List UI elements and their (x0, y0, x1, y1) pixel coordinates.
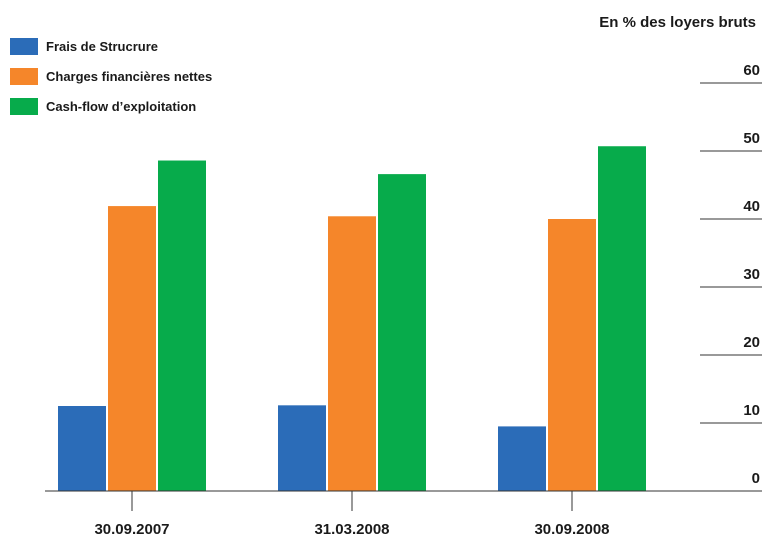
x-tick-label-1: 31.03.2008 (314, 521, 389, 538)
y-axis: 0 10 20 30 40 50 60 (700, 62, 762, 487)
x-tick-label-0: 30.09.2007 (94, 521, 169, 538)
legend-label-2: Cash-flow d’exploitation (46, 99, 196, 114)
legend-swatch-2 (10, 98, 38, 115)
y-tick-label-5: 50 (743, 130, 760, 147)
bar-2-0 (498, 426, 546, 491)
bar-1-0 (278, 405, 326, 491)
y-tick-label-2: 20 (743, 334, 760, 351)
legend-swatch-0 (10, 38, 38, 55)
bar-2-2 (598, 146, 646, 492)
y-tick-label-0: 0 (752, 470, 760, 487)
legend: Frais de Strucrure Charges financières ne… (10, 38, 212, 115)
bar-0-2 (158, 160, 206, 491)
bars (58, 146, 646, 492)
bar-1-1 (328, 216, 376, 491)
x-tick-label-2: 30.09.2008 (534, 521, 609, 538)
legend-swatch-1 (10, 68, 38, 85)
bar-0-0 (58, 406, 106, 491)
bar-0-1 (108, 206, 156, 491)
y-tick-label-1: 10 (743, 402, 760, 419)
bar-1-2 (378, 174, 426, 491)
bar-2-1 (548, 219, 596, 491)
y-tick-label-6: 60 (743, 62, 760, 79)
legend-label-1: Charges financières nettes (46, 69, 212, 84)
y-tick-label-4: 40 (743, 198, 760, 215)
legend-label-0: Frais de Strucrure (46, 39, 158, 54)
x-axis: 30.09.2007 31.03.2008 30.09.2008 (94, 491, 610, 538)
y-axis-label: En % des loyers bruts (599, 14, 756, 31)
y-tick-label-3: 30 (743, 266, 760, 283)
